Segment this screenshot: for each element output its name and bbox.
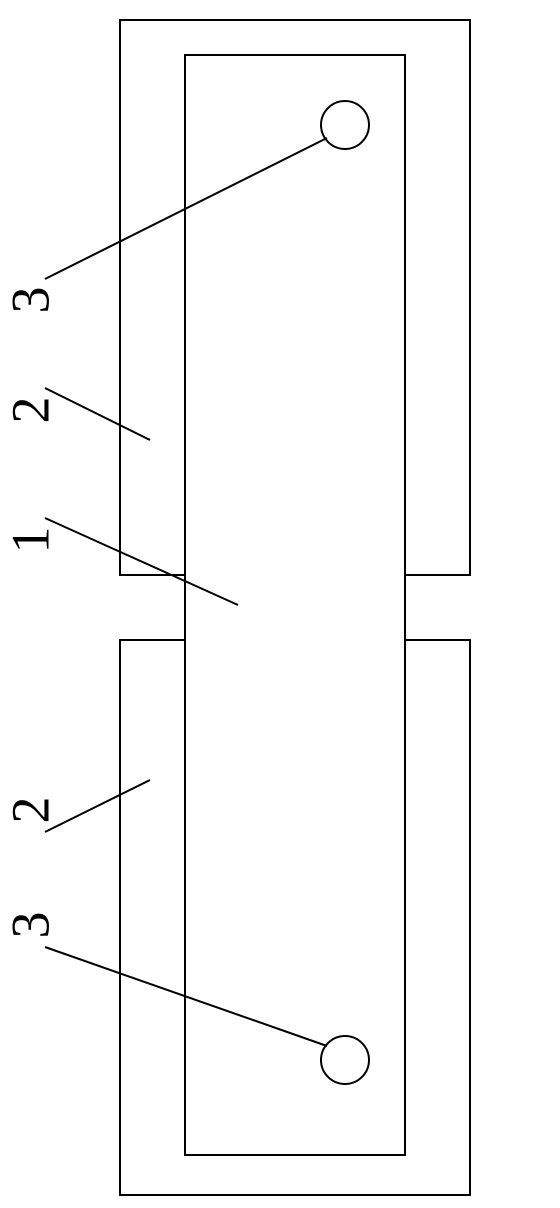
label-l3_bottom: 3 <box>0 912 60 939</box>
label-l1: 1 <box>0 527 60 554</box>
label-l2_bottom: 2 <box>0 797 60 824</box>
leader-l2_top <box>45 388 150 440</box>
leader-l1 <box>45 518 238 605</box>
hole-bottom <box>321 1036 369 1084</box>
leader-l2_bottom <box>45 780 150 832</box>
label-l3_top: 3 <box>0 287 60 314</box>
label-l2_top: 2 <box>0 397 60 424</box>
hole-top <box>321 101 369 149</box>
top-u-bracket <box>120 20 470 575</box>
inner-rect <box>185 55 405 1155</box>
bottom-u-bracket <box>120 640 470 1195</box>
